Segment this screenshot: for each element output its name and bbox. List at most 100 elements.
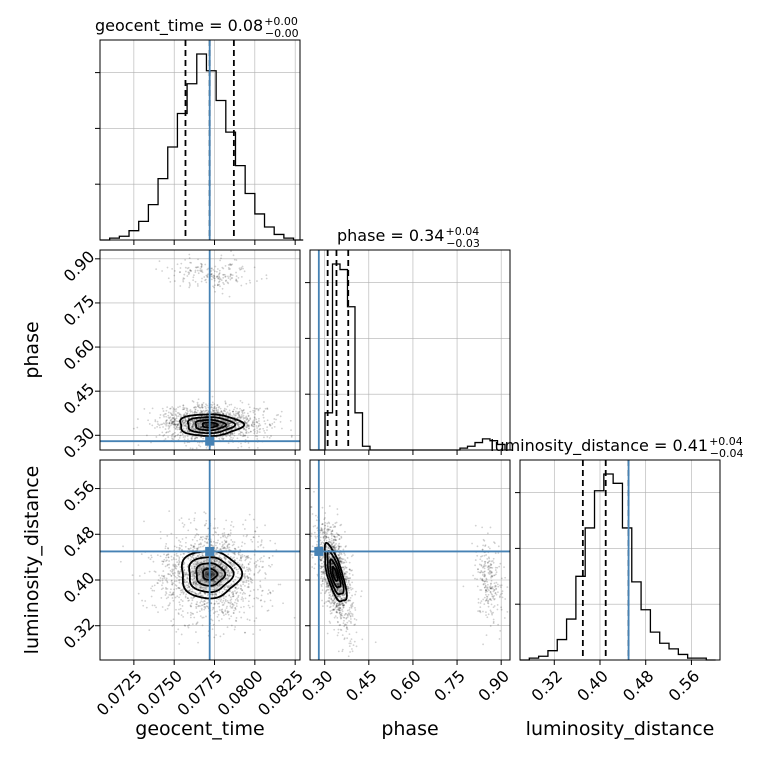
sample-point: [476, 554, 479, 557]
sample-point: [248, 619, 251, 622]
sample-point: [257, 597, 259, 600]
sample-point: [242, 600, 244, 602]
sample-point: [232, 612, 235, 615]
sample-point: [183, 414, 186, 417]
sample-point: [190, 427, 193, 430]
sample-point: [329, 602, 332, 605]
sample-point: [171, 582, 173, 584]
sample-point: [271, 422, 274, 425]
sample-point: [192, 545, 195, 548]
sample-point: [336, 508, 339, 510]
sample-point: [169, 420, 172, 422]
sample-point: [212, 623, 215, 626]
sample-point: [210, 574, 213, 577]
sample-point: [206, 535, 209, 538]
sample-point: [226, 426, 228, 429]
sample-point: [210, 574, 213, 576]
sample-point: [222, 273, 225, 276]
sample-point: [159, 426, 161, 429]
sample-point: [225, 435, 228, 438]
sample-point: [480, 564, 483, 566]
sample-point: [218, 556, 221, 559]
sample-point: [167, 431, 170, 433]
sample-point: [196, 563, 199, 566]
sample-point: [347, 581, 350, 584]
sample-point: [187, 417, 190, 420]
sample-point: [255, 596, 258, 599]
sample-point: [167, 414, 170, 417]
sample-point: [184, 429, 186, 432]
sample-point: [191, 578, 194, 581]
sample-point: [222, 431, 225, 434]
sample-point: [159, 577, 162, 579]
sample-point: [243, 427, 246, 430]
sample-point: [250, 430, 252, 433]
sample-point: [236, 412, 239, 415]
sample-point: [213, 409, 216, 412]
sample-point: [350, 638, 353, 641]
sample-point: [193, 519, 196, 522]
sample-point: [316, 527, 319, 530]
sample-point: [230, 403, 233, 406]
sample-point: [347, 585, 350, 588]
sample-point: [199, 601, 202, 604]
sample-point: [216, 426, 219, 429]
sample-point: [231, 605, 234, 608]
sample-point: [197, 604, 200, 607]
sample-point: [231, 415, 234, 418]
sample-point: [200, 404, 203, 407]
sample-point: [183, 569, 186, 572]
sample-point: [277, 413, 280, 416]
sample-point: [327, 585, 330, 587]
sample-point: [239, 548, 242, 551]
sample-point: [231, 557, 234, 560]
sample-point: [499, 629, 502, 632]
sample-point: [157, 582, 159, 585]
sample-point: [327, 529, 330, 532]
sample-point: [185, 571, 188, 574]
sample-point: [486, 557, 489, 560]
sample-point: [219, 415, 222, 418]
sample-point: [220, 419, 222, 422]
sample-point: [169, 407, 171, 410]
sample-point: [204, 592, 207, 595]
sample-point: [233, 419, 236, 422]
sample-point: [185, 593, 188, 596]
sample-point: [197, 426, 200, 429]
sample-point: [217, 412, 220, 415]
sample-point: [184, 424, 186, 427]
sample-point: [235, 617, 238, 619]
sample-point: [263, 430, 266, 432]
sample-point: [162, 575, 165, 578]
sample-point: [225, 566, 228, 569]
sample-point: [260, 599, 263, 601]
sample-point: [268, 564, 270, 567]
sample-point: [336, 634, 339, 637]
sample-point: [247, 577, 250, 580]
sample-point: [190, 544, 192, 546]
sample-point: [198, 538, 201, 541]
sample-point: [224, 401, 227, 404]
sample-point: [195, 592, 198, 595]
sample-point: [172, 573, 174, 575]
sample-point: [224, 410, 227, 413]
sample-point: [227, 426, 230, 429]
sample-point: [136, 426, 139, 429]
sample-point: [167, 424, 170, 427]
sample-point: [168, 422, 171, 424]
sample-point: [222, 423, 225, 426]
sample-point: [232, 593, 234, 596]
sample-point: [198, 571, 200, 574]
sample-point: [249, 557, 252, 560]
sample-point: [145, 606, 148, 609]
sample-point: [231, 565, 234, 568]
sample-point: [224, 400, 227, 403]
sample-point: [229, 532, 232, 534]
sample-point: [201, 555, 204, 558]
sample-point: [177, 570, 180, 573]
sample-point: [338, 545, 341, 548]
sample-point: [158, 433, 161, 436]
sample-point: [226, 423, 229, 425]
sample-point: [240, 557, 242, 560]
sample-point: [231, 564, 234, 567]
